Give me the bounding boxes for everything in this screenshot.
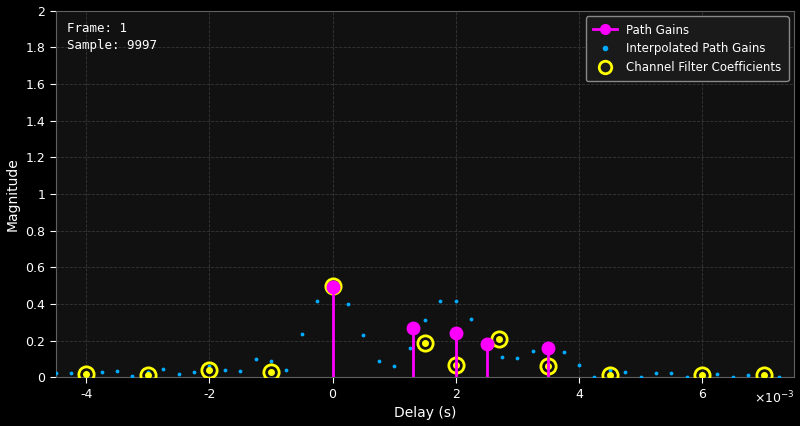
Text: Frame: 1
Sample: 9997: Frame: 1 Sample: 9997 [66, 22, 157, 52]
Legend: Path Gains, Interpolated Path Gains, Channel Filter Coefficients: Path Gains, Interpolated Path Gains, Cha… [586, 17, 789, 81]
Text: $\times10^{-3}$: $\times10^{-3}$ [754, 389, 794, 406]
X-axis label: Delay (s): Delay (s) [394, 406, 456, 420]
Y-axis label: Magnitude: Magnitude [6, 157, 19, 231]
